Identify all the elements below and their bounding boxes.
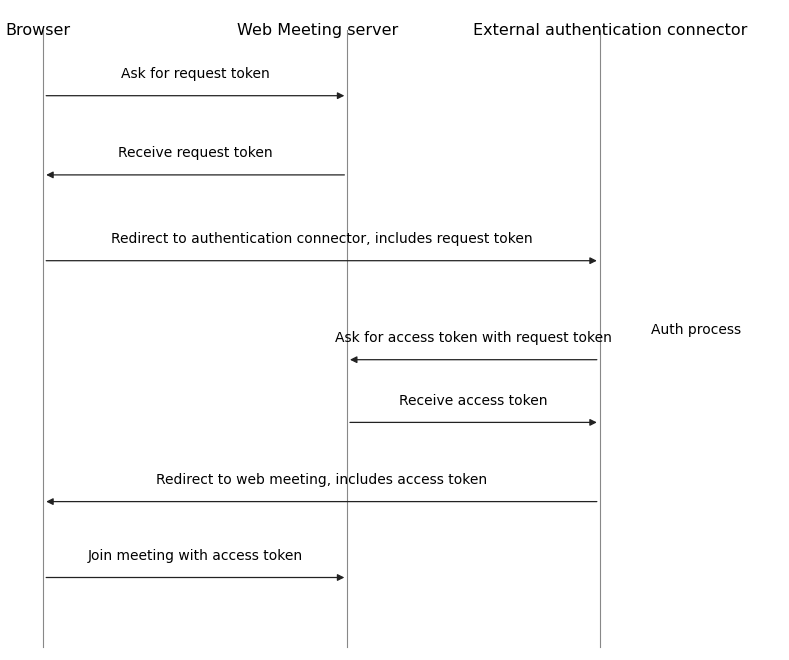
Text: Redirect to authentication connector, includes request token: Redirect to authentication connector, in…	[110, 232, 533, 246]
Text: Redirect to web meeting, includes access token: Redirect to web meeting, includes access…	[156, 473, 487, 487]
Text: Web Meeting server: Web Meeting server	[237, 23, 398, 38]
Text: Auth process: Auth process	[651, 323, 741, 337]
Text: External authentication connector: External authentication connector	[473, 23, 748, 38]
Text: Receive access token: Receive access token	[399, 394, 548, 408]
Text: Browser: Browser	[6, 23, 71, 38]
Text: Ask for access token with request token: Ask for access token with request token	[335, 331, 611, 345]
Text: Receive request token: Receive request token	[118, 147, 272, 160]
Text: Ask for request token: Ask for request token	[121, 67, 270, 81]
Text: Join meeting with access token: Join meeting with access token	[88, 549, 303, 563]
